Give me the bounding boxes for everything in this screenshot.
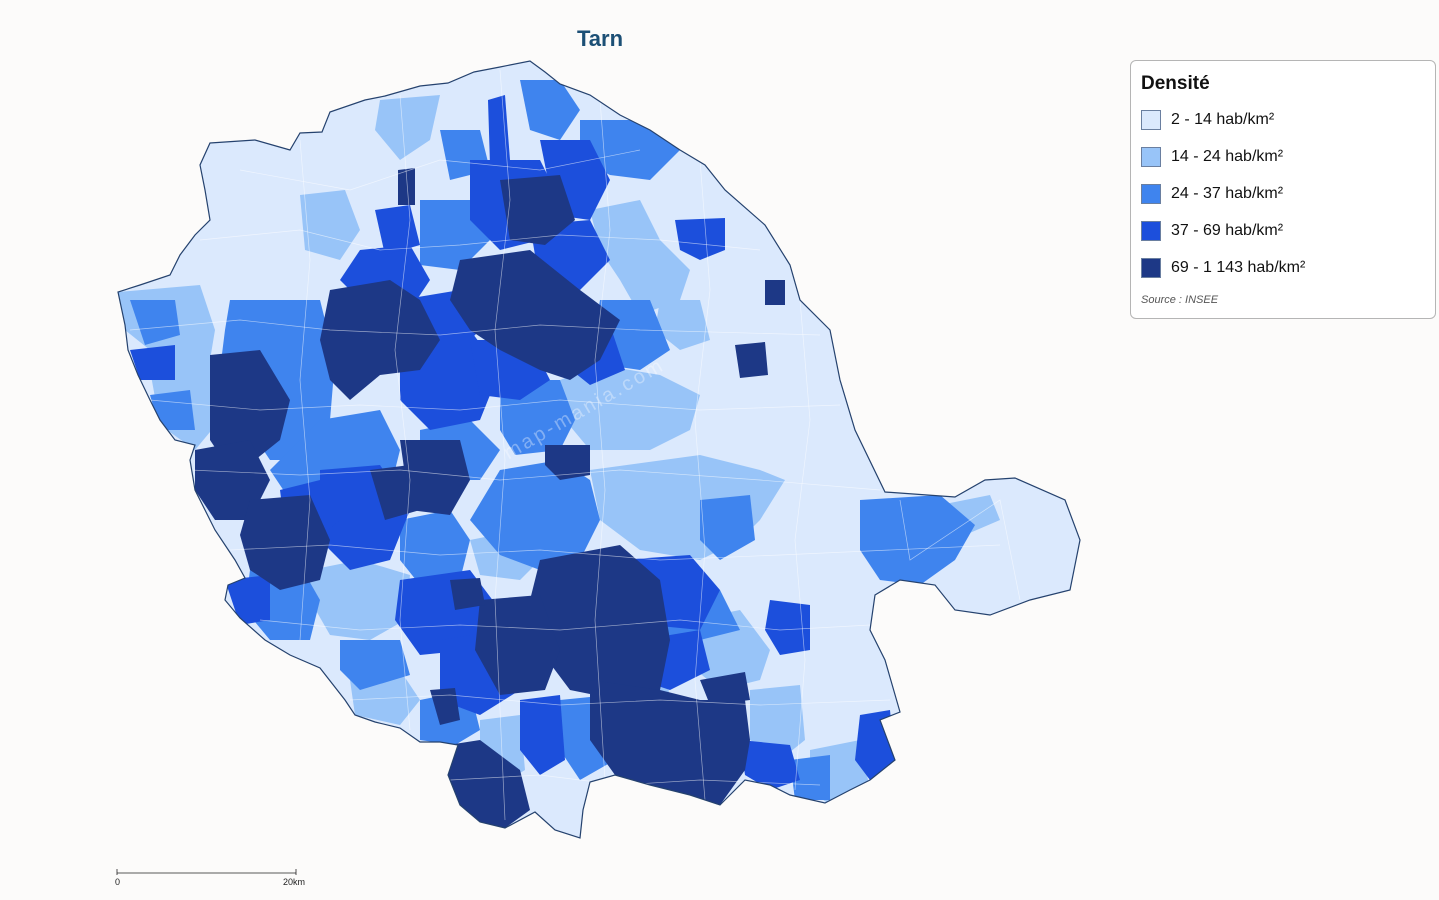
region-class-3 bbox=[520, 80, 580, 140]
legend-label: 24 - 37 hab/km² bbox=[1171, 184, 1284, 202]
region-class-5 bbox=[765, 280, 785, 305]
region-class-4 bbox=[675, 218, 725, 260]
legend-label: 14 - 24 hab/km² bbox=[1171, 147, 1284, 165]
region-class-3 bbox=[130, 300, 180, 345]
region-class-3 bbox=[790, 755, 830, 800]
region-class-2 bbox=[300, 190, 360, 260]
region-class-5 bbox=[735, 342, 768, 378]
legend-item: 37 - 69 hab/km² bbox=[1141, 212, 1425, 249]
region-class-5 bbox=[210, 350, 290, 470]
legend-source: Source : INSEE bbox=[1141, 294, 1219, 306]
region-class-3 bbox=[400, 510, 470, 585]
region-class-5 bbox=[240, 495, 330, 590]
scale-label-start: 0 bbox=[115, 877, 121, 887]
region-class-5 bbox=[398, 168, 415, 205]
region-class-3 bbox=[860, 495, 975, 585]
region-class-4 bbox=[520, 695, 565, 775]
density-regions bbox=[118, 61, 1080, 838]
legend-item: 69 - 1 143 hab/km² bbox=[1141, 249, 1425, 286]
region-class-5 bbox=[320, 280, 440, 400]
legend-swatch bbox=[1141, 183, 1161, 204]
region-class-2 bbox=[310, 560, 410, 640]
legend-swatch bbox=[1141, 146, 1161, 167]
region-class-5 bbox=[590, 680, 750, 805]
region-class-5 bbox=[450, 250, 620, 380]
region-class-5-group bbox=[195, 168, 785, 828]
region-class-5 bbox=[500, 175, 575, 245]
region-class-5 bbox=[545, 445, 590, 480]
region-class-4 bbox=[225, 575, 270, 625]
region-class-4 bbox=[375, 205, 420, 255]
legend-label: 2 - 14 hab/km² bbox=[1171, 110, 1275, 128]
region-class-2 bbox=[655, 300, 710, 350]
legend-title: Densité bbox=[1141, 73, 1210, 94]
region-class-5 bbox=[450, 578, 485, 610]
legend-swatch bbox=[1141, 109, 1161, 130]
legend-item: 14 - 24 hab/km² bbox=[1141, 138, 1425, 175]
scale-label-end: 20km bbox=[283, 877, 306, 887]
region-class-3 bbox=[340, 640, 410, 690]
legend-swatch bbox=[1141, 257, 1161, 278]
region-class-4 bbox=[765, 600, 810, 655]
legend-item: 2 - 14 hab/km² bbox=[1141, 101, 1425, 138]
region-class-4 bbox=[130, 345, 175, 380]
region-class-3 bbox=[470, 460, 600, 570]
legend: Densité 2 - 14 hab/km² 14 - 24 hab/km² 2… bbox=[1130, 60, 1436, 319]
region-class-5 bbox=[700, 672, 750, 705]
region-class-2 bbox=[375, 95, 440, 160]
region-class-2 bbox=[560, 365, 700, 450]
legend-label: 37 - 69 hab/km² bbox=[1171, 221, 1284, 239]
map-title: Tarn bbox=[576, 26, 624, 51]
region-class-5 bbox=[400, 440, 470, 515]
region-class-5 bbox=[530, 545, 670, 700]
region-class-3 bbox=[150, 390, 195, 430]
region-class-5 bbox=[448, 740, 530, 828]
region-class-3 bbox=[700, 495, 755, 560]
legend-label: 69 - 1 143 hab/km² bbox=[1171, 258, 1306, 276]
region-class-2 bbox=[590, 200, 690, 315]
legend-item: 24 - 37 hab/km² bbox=[1141, 175, 1425, 212]
legend-swatch bbox=[1141, 220, 1161, 241]
region-class-4 bbox=[740, 740, 800, 790]
region-class-4 bbox=[488, 95, 510, 165]
region-class-5 bbox=[430, 688, 460, 725]
